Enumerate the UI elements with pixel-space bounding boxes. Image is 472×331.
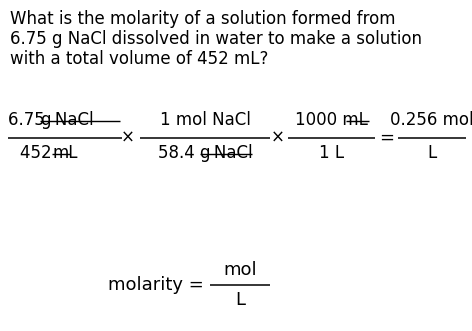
Text: 1 mol NaCl: 1 mol NaCl [160, 111, 251, 129]
Text: g NaCl: g NaCl [41, 111, 93, 129]
Text: L: L [235, 291, 245, 309]
Text: 0.256 mol: 0.256 mol [390, 111, 472, 129]
Text: =: = [379, 129, 395, 147]
Text: What is the molarity of a solution formed from: What is the molarity of a solution forme… [10, 10, 396, 28]
Text: 6.75: 6.75 [8, 111, 50, 129]
Text: ×: × [121, 129, 135, 147]
Text: 1000 mL: 1000 mL [295, 111, 368, 129]
Text: 452: 452 [20, 144, 57, 162]
Text: ×: × [271, 129, 285, 147]
Text: 6.75 g NaCl dissolved in water to make a solution: 6.75 g NaCl dissolved in water to make a… [10, 30, 422, 48]
Text: 1 L: 1 L [319, 144, 344, 162]
Text: 58.4 g NaCl: 58.4 g NaCl [158, 144, 253, 162]
Text: mol: mol [223, 261, 257, 279]
Text: with a total volume of 452 mL?: with a total volume of 452 mL? [10, 50, 269, 68]
Text: mL: mL [53, 144, 78, 162]
Text: L: L [427, 144, 437, 162]
Text: molarity =: molarity = [108, 276, 210, 294]
